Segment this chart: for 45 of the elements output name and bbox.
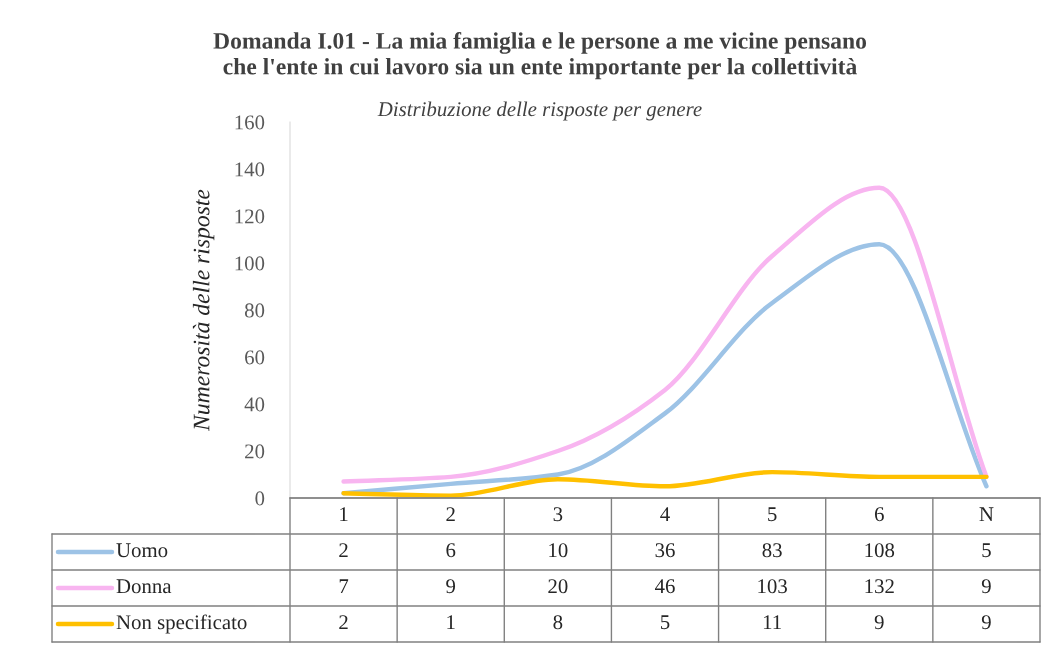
data-label: 46	[654, 579, 675, 594]
data-label: 9	[446, 579, 456, 594]
y-tick-label: 140	[235, 162, 265, 177]
y-tick-label: 40	[244, 397, 265, 412]
data-label: 2	[339, 543, 348, 558]
chart-title: Domanda I.01 - La mia famiglia e le persone a me vicine pensano che l'ente in cui lavoro sia un ente importante per la collettività	[213, 32, 867, 80]
line-series	[341, 469, 989, 498]
data-label: 132	[865, 579, 894, 594]
y-axis-title: Numerosità delle risposte	[192, 189, 215, 432]
data-label: 10	[549, 543, 568, 558]
data-label: 11	[763, 615, 781, 630]
x-tick-label: N	[979, 507, 994, 522]
data-label: 6	[446, 543, 456, 558]
y-tick-label: 100	[235, 256, 265, 271]
data-label: 1	[447, 615, 455, 630]
legend-label: Uomo	[116, 543, 168, 558]
x-tick-label: 4	[660, 507, 670, 522]
legend-label: Donna	[116, 579, 172, 594]
y-tick-label: 120	[235, 209, 265, 224]
data-label: 9	[981, 579, 991, 594]
data-label: 5	[982, 543, 991, 558]
data-label: 9	[874, 615, 884, 630]
x-tick-label: 3	[553, 507, 563, 522]
x-tick-label: 6	[874, 507, 884, 522]
data-label: 2	[339, 615, 348, 630]
y-tick-label: 160	[235, 115, 265, 130]
data-label: 7	[339, 579, 349, 594]
x-tick-label: 5	[768, 507, 777, 522]
data-label: 20	[548, 579, 568, 594]
chart-subtitle: Distribuzione delle risposte per genere	[377, 101, 702, 121]
data-label: 9	[981, 615, 991, 630]
data-label: 103	[758, 579, 787, 594]
data-label: 8	[553, 615, 563, 630]
x-tick-label: 2	[446, 507, 455, 522]
data-label: 108	[865, 543, 895, 558]
y-tick-label: 60	[245, 350, 265, 365]
x-tick-label: 1	[340, 507, 348, 522]
data-label: 5	[661, 615, 670, 630]
y-tick-label: 0	[255, 491, 265, 506]
y-tick-label: 80	[244, 303, 265, 318]
line-series	[341, 185, 989, 484]
data-label: 36	[655, 543, 675, 558]
y-tick-label: 20	[245, 444, 265, 459]
legend-label: Non specificato	[116, 614, 247, 634]
data-label: 83	[762, 543, 782, 558]
